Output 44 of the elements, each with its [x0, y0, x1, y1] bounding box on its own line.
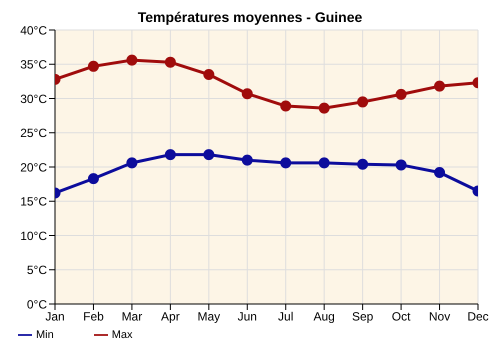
y-tick-label: 40°C — [20, 23, 48, 38]
x-tick-label: Apr — [161, 310, 180, 324]
x-tick-label: Dec — [467, 310, 489, 324]
point — [357, 96, 368, 108]
point — [357, 158, 368, 170]
x-tick-label: Feb — [83, 310, 104, 324]
y-tick-label: 35°C — [20, 58, 48, 72]
x-tick-label: May — [197, 310, 220, 324]
x-tick-label: Sep — [352, 310, 374, 324]
x-tick-label: Nov — [428, 310, 450, 324]
y-tick-label: 0°C — [26, 297, 48, 312]
y-tick-label: 15°C — [20, 194, 48, 209]
x-tick-label: Aug — [314, 310, 335, 324]
point — [203, 149, 214, 160]
point — [280, 100, 292, 112]
x-tick-label: Oct — [392, 310, 412, 324]
point — [164, 149, 176, 160]
x-tick-label: Jun — [238, 310, 257, 324]
x-tick-label: Jan — [45, 310, 65, 324]
point — [434, 80, 446, 92]
y-tick-label: 5°C — [26, 263, 48, 278]
x-tick-label: Mar — [122, 310, 142, 324]
point — [318, 157, 330, 168]
point — [242, 88, 253, 100]
y-tick-label: 30°C — [20, 92, 48, 106]
point — [280, 157, 292, 168]
point — [203, 69, 214, 80]
y-tick-label: 25°C — [20, 126, 48, 140]
point — [318, 102, 330, 114]
point — [396, 88, 407, 100]
point — [126, 54, 138, 66]
y-tick-label: 20°C — [20, 160, 48, 174]
point — [434, 166, 446, 178]
point — [396, 159, 407, 170]
chart-title: Températures moyennes - Guinee — [138, 9, 363, 25]
y-tick-label: 10°C — [20, 228, 48, 243]
x-tick-label: Jul — [278, 310, 294, 324]
legend-label: Min — [36, 328, 54, 341]
point — [164, 56, 176, 68]
point — [126, 157, 138, 168]
legend-label: Max — [112, 328, 133, 341]
point — [242, 154, 253, 166]
point — [88, 173, 99, 184]
point — [88, 60, 99, 72]
